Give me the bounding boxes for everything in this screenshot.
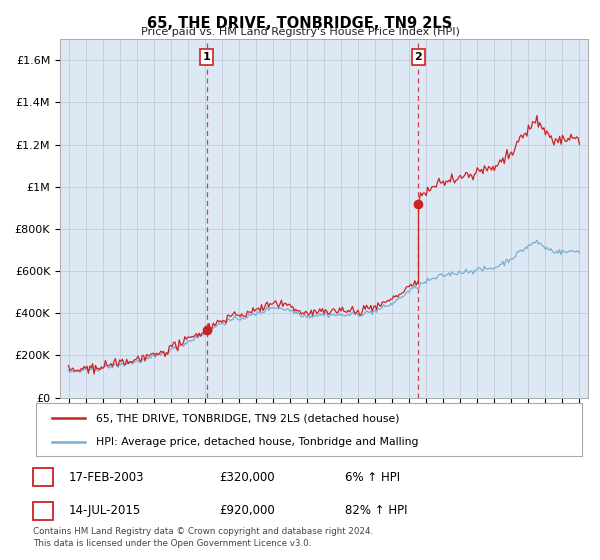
Text: 14-JUL-2015: 14-JUL-2015	[69, 504, 141, 517]
Text: HPI: Average price, detached house, Tonbridge and Malling: HPI: Average price, detached house, Tonb…	[96, 436, 419, 446]
Text: Price paid vs. HM Land Registry's House Price Index (HPI): Price paid vs. HM Land Registry's House …	[140, 27, 460, 37]
Text: 2: 2	[39, 504, 47, 517]
Text: 65, THE DRIVE, TONBRIDGE, TN9 2LS: 65, THE DRIVE, TONBRIDGE, TN9 2LS	[148, 16, 452, 31]
Text: 6% ↑ HPI: 6% ↑ HPI	[345, 470, 400, 484]
Text: 65, THE DRIVE, TONBRIDGE, TN9 2LS (detached house): 65, THE DRIVE, TONBRIDGE, TN9 2LS (detac…	[96, 413, 400, 423]
Text: £320,000: £320,000	[219, 470, 275, 484]
Text: 82% ↑ HPI: 82% ↑ HPI	[345, 504, 407, 517]
Text: This data is licensed under the Open Government Licence v3.0.: This data is licensed under the Open Gov…	[33, 539, 311, 548]
Text: 1: 1	[203, 52, 211, 62]
Text: Contains HM Land Registry data © Crown copyright and database right 2024.: Contains HM Land Registry data © Crown c…	[33, 528, 373, 536]
Text: 17-FEB-2003: 17-FEB-2003	[69, 470, 145, 484]
Text: 1: 1	[39, 470, 47, 484]
Text: 2: 2	[415, 52, 422, 62]
Text: £920,000: £920,000	[219, 504, 275, 517]
